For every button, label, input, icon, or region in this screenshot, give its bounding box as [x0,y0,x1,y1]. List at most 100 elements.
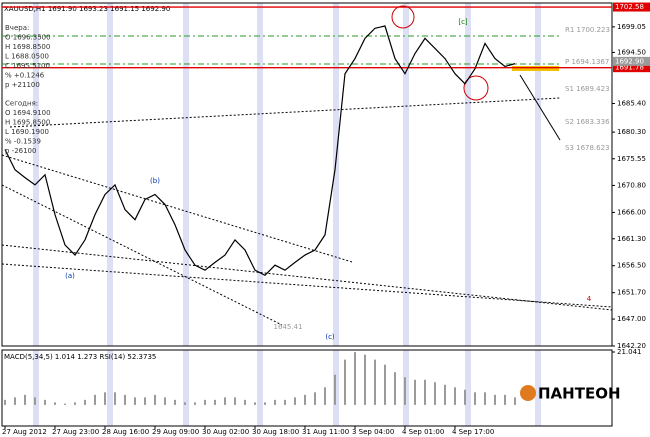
macd-bar [64,403,66,405]
macd-bar [154,394,156,405]
macd-bar [204,399,206,405]
macd-bar [234,397,236,405]
macd-bar [344,359,346,405]
annotation: (b) [150,177,160,185]
macd-bar [224,397,226,405]
info-line: p +21100 [5,81,40,89]
y-tick-label: 1666.00 [617,208,646,216]
macd-bar [244,399,246,405]
price-box [613,63,650,73]
info-line: Вчера: [5,24,29,32]
macd-bar [284,399,286,405]
macd-bar [434,382,436,405]
macd-bar [74,402,76,405]
x-tick-label: 28 Aug 16:00 [102,428,149,436]
macd-bar [134,397,136,405]
y-tick-label: 1675.55 [617,155,646,163]
trend-lines [1,97,613,326]
macd-bar [214,399,216,405]
price-label: 1692.90 [615,57,644,65]
macd-bar [84,399,86,405]
info-line: O 1696.3500 [5,34,51,42]
pivot-label: P 1694.1367 [565,58,609,66]
macd-bar [364,354,366,405]
projection-line [519,74,561,141]
annotation: (c) [325,333,335,341]
y-tick-label: 1647.00 [617,315,646,323]
macd-bar [414,379,416,405]
indicator-title: MACD(5,34,5) 1.014 1.273 RSI(14) 52.3735 [4,353,156,361]
info-line: H 1698.8500 [5,43,50,51]
macd-bar [424,379,426,405]
y-tick-label: 21.041 [617,348,642,356]
price-label: 1702.58 [615,3,644,11]
macd-bar [94,394,96,405]
price-box [613,56,650,66]
macd-bar [314,392,316,405]
macd-bar [504,394,506,405]
macd-bar [184,402,186,405]
logo-text: ПАНТЕОН [538,385,621,403]
macd-bar [164,397,166,405]
logo: ПАНТЕОН [520,385,621,403]
macd-bar [254,402,256,405]
info-line: H 1695.8500 [5,119,50,127]
macd-bar [294,397,296,405]
macd-bar [444,384,446,405]
macd-bar [44,399,46,405]
pivot-label: R1 1700.223 [565,26,610,34]
x-tick-label: 27 Aug 2012 [2,428,47,436]
macd-bar [194,402,196,405]
macd-bar [464,389,466,405]
y-tick-label: 1656.50 [617,262,646,270]
symbol-title: XAUUSD,H1 1691.90 1693.23 1691.15 1692.9… [4,5,170,13]
pivot-label: S1 1689.423 [565,85,610,93]
y-tick-label: 1694.50 [617,48,646,56]
macd-bar [54,402,56,405]
y-tick-label: 1680.30 [617,128,646,136]
macd-bar [144,397,146,405]
circle-marker [463,75,489,101]
x-tick-label: 3 Sep 04:00 [352,428,394,436]
price-label: 1691.78 [615,64,644,72]
info-line: C 1695.5100 [5,62,50,70]
x-tick-label: 30 Aug 18:00 [252,428,299,436]
macd-bar [374,359,376,405]
info-line: L 1688.0500 [5,53,49,61]
macd-bar [14,397,16,405]
macd-bar [104,392,106,405]
macd-bar [514,397,516,405]
macd-bar [4,399,6,405]
macd-frame [1,349,613,427]
info-line: Сегодня: [5,100,38,108]
macd-bar [274,399,276,405]
price-line [4,25,516,276]
y-tick-label: 1699.05 [617,23,646,31]
macd-bar [494,394,496,405]
macd-bar [114,392,116,405]
pivot-label: S2 1683.336 [565,118,610,126]
x-tick-label: 4 Sep 01:00 [402,428,444,436]
circle-marker [391,5,415,29]
macd-bar [34,397,36,405]
macd-bar [304,394,306,405]
annotation: [c] [458,18,468,26]
macd-bar [354,352,356,405]
x-tick-label: 29 Aug 09:00 [152,428,199,436]
macd-bar [334,374,336,405]
y-tick-label: 1661.30 [617,235,646,243]
y-tick-label: 1685.40 [617,99,646,107]
macd-bar [384,364,386,405]
annotation: (a) [65,272,75,280]
pivot-label: S3 1678.623 [565,144,610,152]
macd-bar [174,399,176,405]
macd-bar [324,387,326,405]
price-box [613,2,650,12]
macd-bar [124,394,126,405]
highlight-zone [512,66,559,71]
macd-bar [404,377,406,405]
x-tick-label: 27 Aug 23:00 [52,428,99,436]
y-tick-label: 1642.20 [617,342,646,350]
